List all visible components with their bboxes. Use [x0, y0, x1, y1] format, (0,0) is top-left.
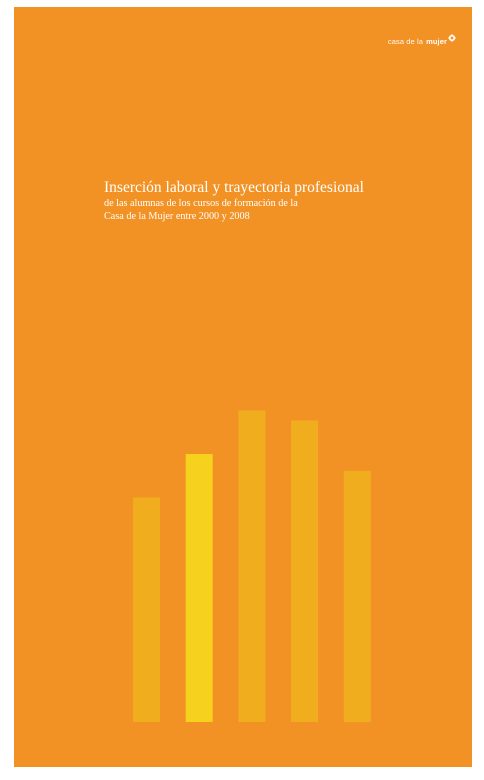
- cover-subtitle-line-1: de las alumnas de los cursos de formació…: [104, 198, 298, 209]
- chart-bar-2: [185, 454, 213, 722]
- brand-logo: casa de la mujer: [387, 34, 456, 46]
- flower-asterisk-icon: [448, 34, 456, 42]
- brand-prefix: casa de la: [387, 37, 424, 46]
- cover-title: Inserción laboral y trayectoria profesio…: [104, 179, 364, 196]
- cover-title-block: Inserción laboral y trayectoria profesio…: [104, 178, 364, 223]
- brand-name: mujer: [426, 37, 447, 46]
- cover-subtitle-line-2: Casa de la Mujer entre 2000 y 2008: [104, 210, 250, 222]
- chart-bar-5: [343, 470, 371, 723]
- chart-bar-1: [133, 497, 160, 722]
- report-cover: casa de la mujer Inserción laboral y tra…: [14, 7, 472, 767]
- chart-bar-3: [238, 410, 266, 722]
- chart-bar-4: [291, 420, 319, 722]
- decorative-bar-chart: [133, 410, 371, 723]
